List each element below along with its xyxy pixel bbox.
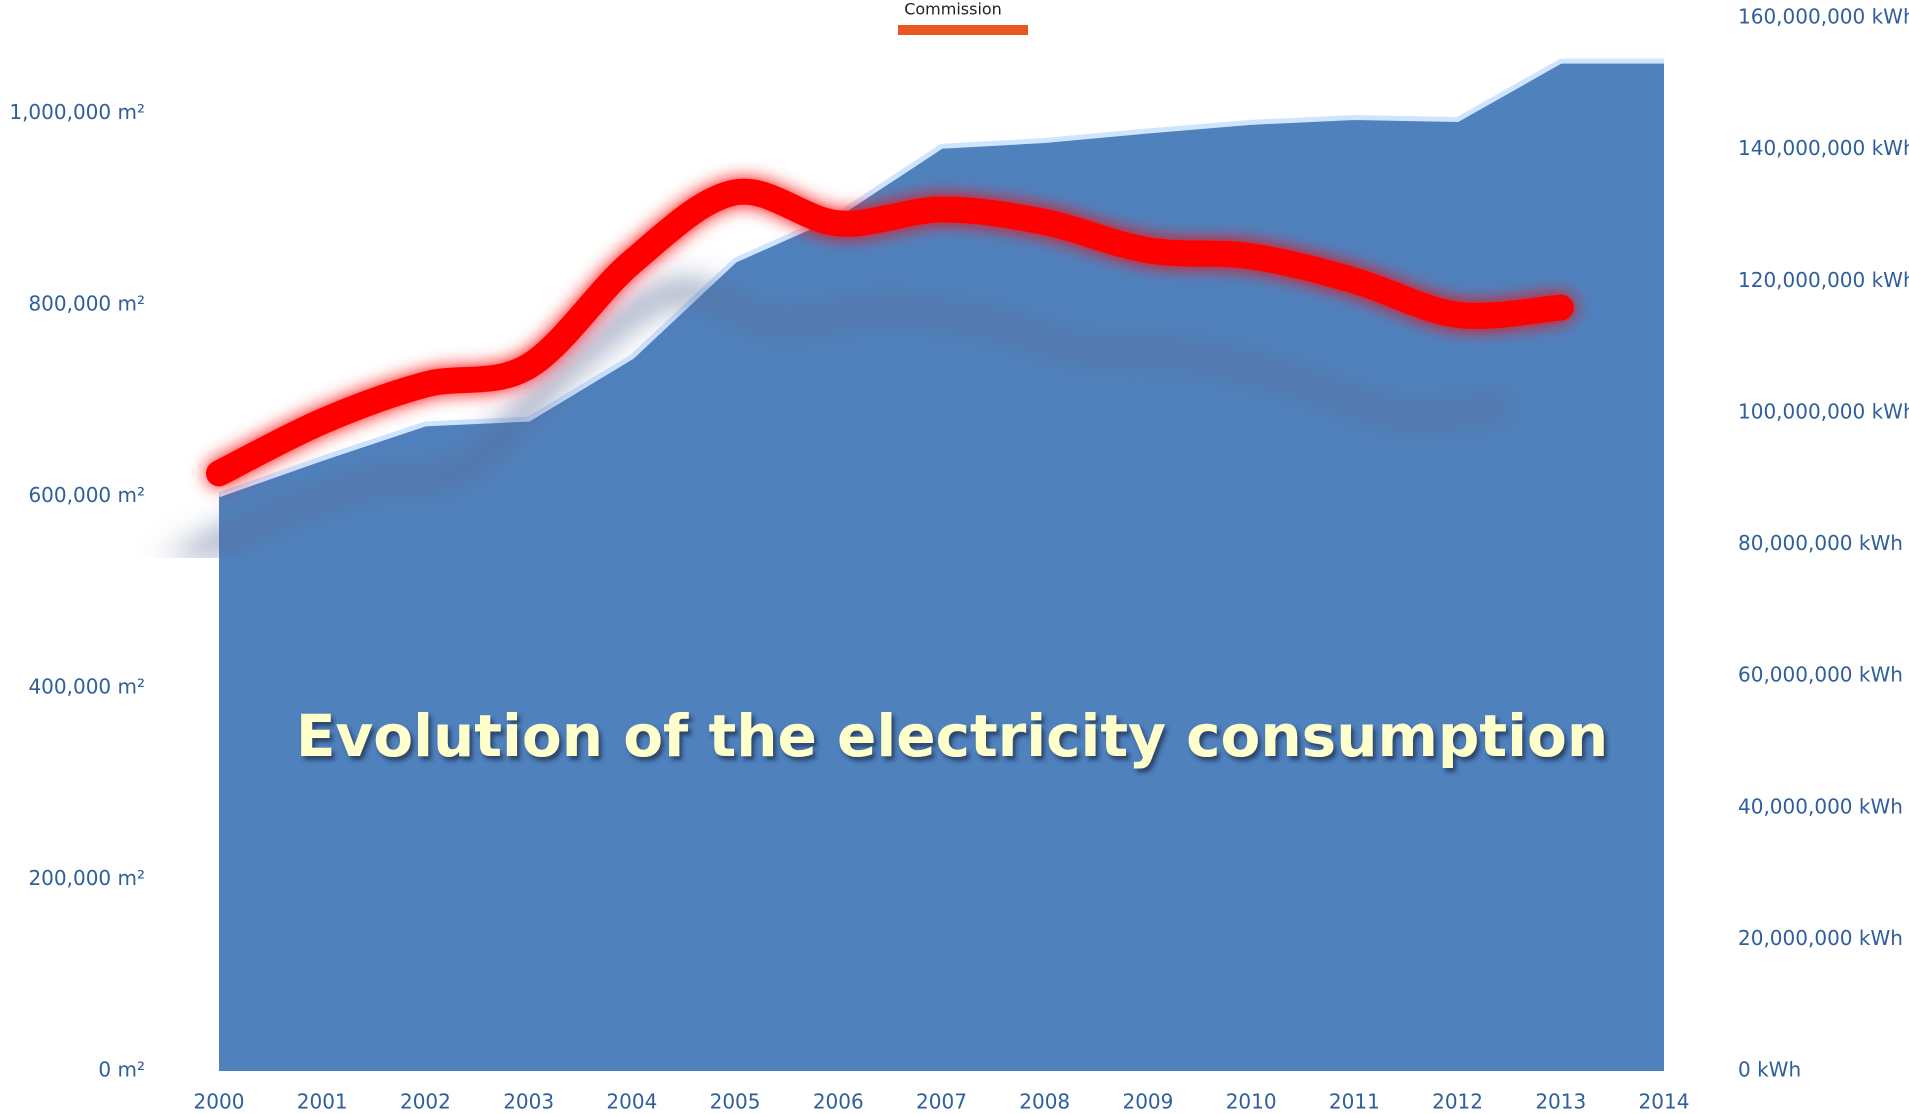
x-tick-label: 2012: [1432, 1090, 1483, 1114]
y2-tick-label: 0 kWh: [1738, 1058, 1801, 1082]
x-tick-label: 2014: [1639, 1090, 1690, 1114]
y-tick-label: 0 m²: [98, 1058, 145, 1082]
y2-tick-label: 140,000,000 kWh: [1738, 136, 1909, 160]
y2-tick-label: 20,000,000 kWh: [1738, 926, 1903, 950]
line: [206, 178, 1574, 487]
x-tick-label: 2005: [710, 1090, 761, 1114]
y-tick-label: 600,000 m²: [28, 483, 145, 507]
x-tick-label: 2011: [1329, 1090, 1380, 1114]
x-tick-label: 2013: [1535, 1090, 1586, 1114]
y2-tick-label: 100,000,000 kWh: [1738, 399, 1909, 423]
x-tick-label: 2001: [297, 1090, 348, 1114]
area-edge: [218, 58, 1664, 498]
y2-tick-label: 80,000,000 kWh: [1738, 531, 1903, 555]
area: [219, 61, 1664, 1072]
y2-tick-label: 160,000,000 kWh: [1738, 5, 1909, 29]
y2-tick-label: 120,000,000 kWh: [1738, 268, 1909, 292]
y-tick-label: 1,000,000 m²: [9, 100, 145, 124]
x-tick-label: 2003: [503, 1090, 554, 1114]
y-tick-label: 800,000 m²: [28, 292, 145, 316]
legend-label: Commission: [904, 0, 1002, 19]
x-tick-label: 2010: [1226, 1090, 1277, 1114]
y-tick-label: 200,000 m²: [28, 866, 145, 890]
x-tick-label: 2007: [916, 1090, 967, 1114]
legend-swatch: [898, 25, 1028, 35]
y-tick-label: 400,000 m²: [28, 675, 145, 699]
x-tick-label: 2004: [606, 1090, 657, 1114]
y2-tick-label: 40,000,000 kWh: [1738, 794, 1903, 818]
x-tick-label: 2009: [1122, 1090, 1173, 1114]
x-tick-label: 2002: [400, 1090, 451, 1114]
x-tick-label: 2008: [1019, 1090, 1070, 1114]
y2-tick-label: 60,000,000 kWh: [1738, 663, 1903, 687]
plot-area: [206, 58, 1664, 1072]
chart-title: Evolution of the electricity consumption: [296, 702, 1608, 770]
x-tick-label: 2006: [813, 1090, 864, 1114]
x-tick-label: 2000: [194, 1090, 245, 1114]
